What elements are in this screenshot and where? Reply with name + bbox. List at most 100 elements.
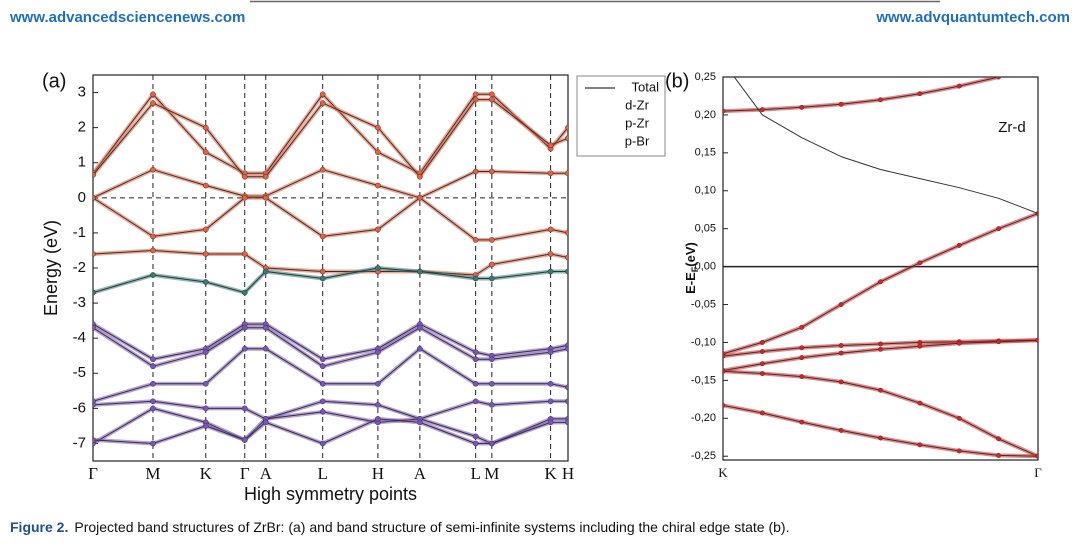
y-axis-label: E-EF(eV) — [683, 242, 700, 294]
x-tick-label: M — [145, 464, 160, 483]
y-tick-label: -7 — [73, 434, 86, 451]
band-point — [375, 416, 381, 422]
band-point — [472, 356, 479, 363]
band-line — [93, 418, 568, 444]
band-point — [202, 349, 209, 356]
band-point — [202, 423, 209, 429]
y-tick-label: -4 — [73, 329, 86, 346]
band-point — [472, 275, 479, 282]
band-line — [93, 197, 568, 241]
band-point — [878, 279, 883, 285]
band-point — [319, 268, 326, 275]
band-point — [996, 436, 1002, 442]
band-point — [319, 233, 326, 240]
band-point — [759, 107, 765, 113]
band-point — [565, 384, 568, 391]
band-point — [375, 380, 381, 387]
band-line — [93, 400, 568, 420]
band-point — [996, 339, 1002, 345]
band-point — [472, 433, 479, 440]
y-axis-label-part: (eV) — [683, 242, 698, 267]
band-point — [241, 251, 248, 257]
band-point — [838, 302, 844, 307]
band-point — [241, 345, 248, 352]
y-tick-label: -0,25 — [691, 450, 716, 462]
legend-label: p-Br — [625, 133, 650, 148]
band-point — [1035, 211, 1038, 216]
band-point — [878, 341, 883, 347]
band-point — [472, 91, 479, 98]
caption-text: Projected band structures of ZrBr: (a) a… — [74, 519, 789, 535]
band-point — [1035, 337, 1038, 343]
band-point — [417, 419, 423, 426]
legend-label: p-Zr — [625, 115, 650, 130]
x-tick-label: H — [562, 464, 574, 483]
band-point — [262, 419, 269, 426]
band-point — [723, 402, 726, 408]
band-line — [93, 348, 568, 402]
plot-area — [723, 77, 1038, 459]
y-tick-label: 2 — [78, 119, 86, 136]
band-point — [799, 355, 805, 361]
y-tick-label: -0,15 — [691, 374, 716, 386]
band-line — [93, 267, 568, 294]
band-point — [472, 168, 479, 175]
band-point — [319, 356, 326, 363]
band-point — [565, 170, 568, 177]
band-point — [838, 350, 844, 356]
band-point — [723, 108, 726, 114]
band-line — [93, 169, 568, 199]
band-point — [150, 363, 156, 370]
band-point — [838, 427, 844, 433]
band-point — [150, 247, 156, 254]
band-point — [917, 442, 923, 448]
x-tick-label: L — [470, 464, 480, 483]
band-point — [375, 182, 381, 189]
band-point — [472, 96, 479, 103]
plot-area — [93, 91, 568, 447]
band-point — [93, 172, 96, 178]
band-point — [488, 96, 495, 103]
y-tick-label: 3 — [78, 84, 86, 101]
y-tick-label: 0,00 — [695, 261, 716, 273]
band-point — [319, 398, 326, 405]
band-point — [375, 265, 381, 271]
band-point — [547, 268, 554, 275]
band-point — [262, 268, 269, 275]
y-tick-label: -1 — [73, 224, 86, 241]
band-point — [150, 100, 156, 106]
series-annotation: Zr-d — [998, 119, 1026, 136]
band-point — [838, 379, 844, 385]
band-point — [319, 409, 326, 415]
band-point — [93, 437, 96, 443]
band-point — [799, 419, 805, 425]
caption-label: Figure 2. — [10, 519, 68, 535]
band-point — [917, 91, 923, 97]
x-tick-label: K — [200, 464, 213, 483]
band-point — [202, 380, 209, 387]
band-point — [93, 251, 96, 257]
plot-frame — [722, 76, 1039, 461]
band-point — [375, 124, 381, 131]
legend-label: d-Zr — [625, 97, 650, 112]
band-point — [472, 440, 479, 447]
y-tick-label: -0,10 — [691, 336, 716, 348]
header-left-url: www.advancedsciencenews.com — [9, 9, 245, 26]
band-point — [723, 368, 726, 374]
band-point — [319, 363, 326, 370]
band-point — [202, 149, 209, 156]
band-point — [799, 374, 805, 380]
band-point — [150, 272, 156, 278]
band-point — [417, 324, 423, 331]
band-point — [759, 361, 765, 367]
band-shadow — [723, 403, 1038, 459]
band-line — [93, 99, 568, 178]
band-point — [878, 387, 883, 393]
band-point — [488, 168, 495, 175]
band-point — [878, 97, 883, 103]
band-line — [93, 327, 568, 367]
band-line — [733, 77, 1038, 214]
x-tick-label: Γ — [1034, 465, 1042, 480]
band-point — [956, 415, 962, 421]
